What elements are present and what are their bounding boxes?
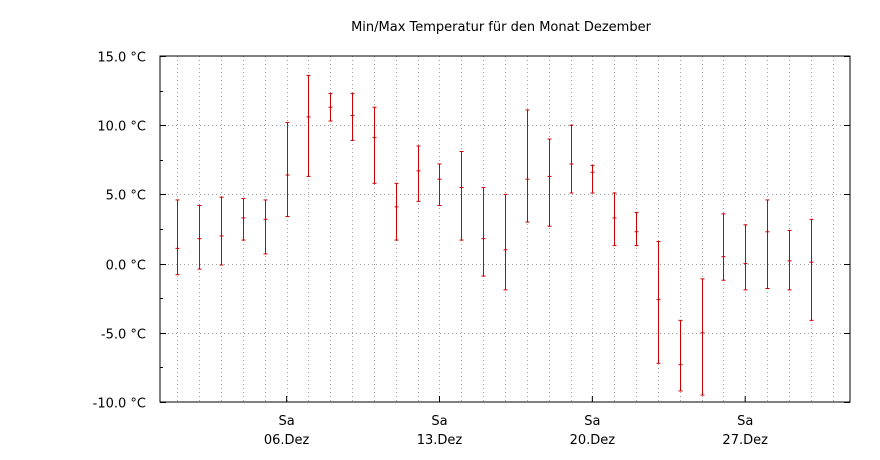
x-tick-date: 13.Dez (417, 433, 463, 448)
x-tick-weekday: Sa (737, 414, 753, 429)
bars-layer (175, 74, 814, 396)
error-bar (612, 192, 617, 247)
ticks-layer (160, 56, 850, 403)
error-bar (459, 150, 464, 241)
x-tick-weekday: Sa (279, 414, 295, 429)
error-bar (263, 199, 268, 255)
x-tick-date: 06.Dez (264, 433, 310, 448)
chart-title: Min/Max Temperatur für den Monat Dezembe… (351, 20, 651, 35)
x-tick-date: 27.Dez (722, 433, 768, 448)
error-bar (743, 224, 748, 291)
error-bar (306, 74, 311, 177)
labels-layer: 15.0 °C 10.0 °C 5.0 °C 0.0 °C -5.0 °C -10.0 °… (93, 51, 768, 449)
y-tick-label: 15.0 °C (97, 51, 146, 66)
y-tick-label: 0.0 °C (106, 259, 146, 274)
error-bar (590, 164, 595, 194)
error-bar (547, 138, 552, 227)
error-bar (437, 163, 442, 206)
error-bar (787, 229, 792, 291)
error-bar (197, 204, 202, 270)
error-bar (219, 196, 224, 266)
error-bar (503, 193, 508, 291)
error-bar (285, 121, 290, 218)
error-bar (350, 92, 355, 141)
error-bar (175, 199, 180, 276)
error-bar (481, 186, 486, 277)
y-tick-label: 10.0 °C (97, 120, 146, 135)
error-bar (569, 124, 574, 194)
error-bar (721, 213, 726, 281)
y-tick-label: -5.0 °C (101, 328, 146, 343)
error-bar (765, 199, 770, 290)
y-tick-label: -10.0 °C (93, 397, 146, 412)
error-bar (394, 182, 399, 241)
error-bar (809, 218, 814, 321)
error-bar (525, 109, 530, 223)
error-bar (328, 92, 333, 122)
error-bar (372, 106, 377, 184)
x-tick-date: 20.Dez (570, 433, 616, 448)
error-bar (634, 211, 639, 247)
error-bar (678, 319, 683, 392)
error-bar (656, 240, 661, 364)
x-tick-weekday: Sa (584, 414, 600, 429)
x-tick-weekday: Sa (431, 414, 447, 429)
error-bar (700, 278, 705, 396)
error-bar (416, 145, 421, 202)
y-tick-label: 5.0 °C (106, 189, 146, 204)
error-bar (241, 198, 246, 241)
